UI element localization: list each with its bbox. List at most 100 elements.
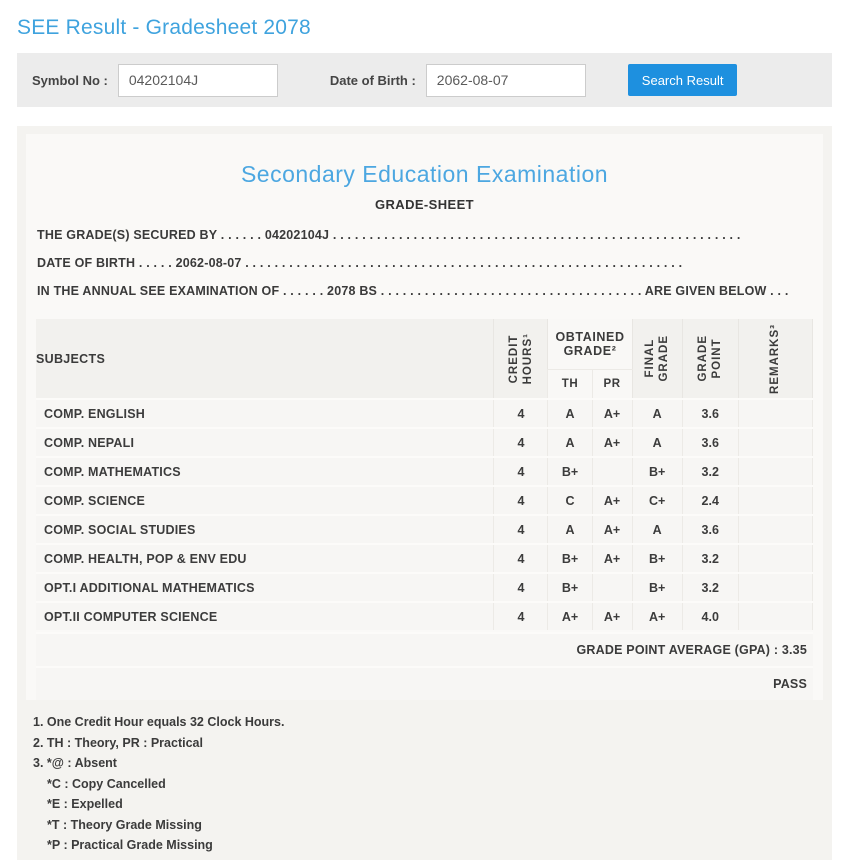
cell-th: A bbox=[547, 427, 593, 457]
table-row: COMP. HEALTH, POP & ENV EDU 4 B+ A+ B+ 3… bbox=[36, 543, 814, 573]
table-row: COMP. MATHEMATICS 4 B+ B+ 3.2 bbox=[36, 456, 814, 486]
cell-pr: A+ bbox=[591, 485, 633, 515]
footnote: 2. TH : Theory, PR : Practical bbox=[33, 735, 203, 750]
cell-subject: COMP. NEPALI bbox=[36, 427, 494, 457]
candidate-info: THE GRADE(S) SECURED BY . . . . . . 0420… bbox=[36, 229, 813, 298]
cell-remarks bbox=[737, 427, 814, 457]
footnote: 3. *@ : Absent bbox=[33, 756, 117, 770]
cell-point: 3.2 bbox=[681, 543, 739, 573]
cell-final: A bbox=[631, 514, 683, 544]
cell-subject: COMP. SOCIAL STUDIES bbox=[36, 514, 494, 544]
cell-pr: A+ bbox=[591, 543, 633, 573]
footnote: *P : Practical Grade Missing bbox=[47, 838, 213, 852]
cell-credit: 4 bbox=[493, 514, 548, 544]
cell-credit: 4 bbox=[493, 456, 548, 486]
cell-credit: 4 bbox=[493, 543, 548, 573]
examination-year-line: IN THE ANNUAL SEE EXAMINATION OF . . . .… bbox=[37, 285, 789, 298]
cell-remarks bbox=[737, 398, 814, 428]
grades-secured-by-line: THE GRADE(S) SECURED BY . . . . . . 0420… bbox=[37, 229, 741, 242]
practical-subheader: PR bbox=[591, 369, 633, 399]
search-panel: Symbol No : Date of Birth : Search Resul… bbox=[17, 53, 832, 107]
cell-final: B+ bbox=[631, 543, 683, 573]
cell-point: 3.6 bbox=[681, 514, 739, 544]
footnote: *E : Expelled bbox=[47, 797, 123, 811]
cell-th: C bbox=[547, 485, 593, 515]
gradesheet-outer: Secondary Education Examination GRADE-SH… bbox=[17, 126, 832, 860]
cell-th: A bbox=[547, 398, 593, 428]
grades-table: SUBJECTS CREDIT HOURS¹ OBTAINED GRADE² F… bbox=[36, 319, 814, 630]
table-row: OPT.II COMPUTER SCIENCE 4 A+ A+ A+ 4.0 bbox=[36, 601, 814, 630]
cell-point: 3.6 bbox=[681, 427, 739, 457]
date-of-birth-input[interactable] bbox=[425, 63, 586, 97]
cell-final: B+ bbox=[631, 456, 683, 486]
cell-pr: A+ bbox=[591, 398, 633, 428]
cell-subject: COMP. ENGLISH bbox=[36, 398, 494, 428]
grades-table-header: SUBJECTS CREDIT HOURS¹ OBTAINED GRADE² F… bbox=[36, 319, 814, 399]
table-row: OPT.I ADDITIONAL MATHEMATICS 4 B+ B+ 3.2 bbox=[36, 572, 814, 602]
cell-remarks bbox=[737, 543, 814, 573]
cell-subject: OPT.II COMPUTER SCIENCE bbox=[36, 601, 494, 630]
cell-final: A bbox=[631, 427, 683, 457]
table-row: COMP. SCIENCE 4 C A+ C+ 2.4 bbox=[36, 485, 814, 515]
grade-sheet-subtitle: GRADE-SHEET bbox=[374, 197, 475, 212]
cell-remarks bbox=[737, 572, 814, 602]
table-row: COMP. NEPALI 4 A A+ A 3.6 bbox=[36, 427, 814, 457]
table-row: COMP. ENGLISH 4 A A+ A 3.6 bbox=[36, 398, 814, 428]
result-summary: GRADE POINT AVERAGE (GPA) : 3.35 PASS bbox=[36, 632, 813, 700]
grades-table-body: COMP. ENGLISH 4 A A+ A 3.6 COMP. NEPALI … bbox=[36, 398, 814, 630]
cell-th: B+ bbox=[547, 456, 593, 486]
cell-point: 3.6 bbox=[681, 398, 739, 428]
cell-subject: OPT.I ADDITIONAL MATHEMATICS bbox=[36, 572, 494, 602]
cell-th: A bbox=[547, 514, 593, 544]
cell-credit: 4 bbox=[493, 572, 548, 602]
cell-remarks bbox=[737, 601, 814, 630]
obtained-grade-header: OBTAINED GRADE² bbox=[547, 319, 633, 370]
cell-credit: 4 bbox=[493, 485, 548, 515]
footnote: *C : Copy Cancelled bbox=[47, 776, 166, 791]
search-result-button[interactable]: Search Result bbox=[627, 64, 738, 96]
footnotes: 1. One Credit Hour equals 32 Clock Hours… bbox=[26, 700, 823, 856]
cell-credit: 4 bbox=[493, 398, 548, 428]
cell-th: B+ bbox=[547, 572, 593, 602]
cell-remarks bbox=[737, 456, 814, 486]
cell-pr: A+ bbox=[591, 601, 633, 630]
cell-pr bbox=[591, 572, 633, 602]
gradesheet-card: Secondary Education Examination GRADE-SH… bbox=[26, 134, 823, 700]
cell-th: B+ bbox=[547, 543, 593, 573]
table-row: COMP. SOCIAL STUDIES 4 A A+ A 3.6 bbox=[36, 514, 814, 544]
cell-remarks bbox=[737, 514, 814, 544]
cell-th: A+ bbox=[547, 601, 593, 630]
date-of-birth-line: DATE OF BIRTH . . . . . 2062-08-07 . . .… bbox=[37, 257, 683, 270]
footnote: 1. One Credit Hour equals 32 Clock Hours… bbox=[33, 715, 285, 729]
cell-final: C+ bbox=[631, 485, 683, 515]
pass-status: PASS bbox=[36, 666, 813, 700]
exam-title: Secondary Education Examination bbox=[240, 161, 609, 187]
cell-point: 4.0 bbox=[681, 601, 739, 630]
cell-point: 2.4 bbox=[681, 485, 739, 515]
cell-subject: COMP. HEALTH, POP & ENV EDU bbox=[36, 543, 494, 573]
cell-remarks bbox=[737, 485, 814, 515]
cell-final: A bbox=[631, 398, 683, 428]
cell-final: A+ bbox=[631, 601, 683, 630]
cell-subject: COMP. SCIENCE bbox=[36, 485, 494, 515]
credit-hours-header: CREDIT HOURS¹ bbox=[493, 319, 548, 399]
page-title: SEE Result - Gradesheet 2078 bbox=[17, 16, 311, 39]
cell-credit: 4 bbox=[493, 427, 548, 457]
cell-pr: A+ bbox=[591, 427, 633, 457]
theory-subheader: TH bbox=[547, 369, 593, 399]
cell-point: 3.2 bbox=[681, 572, 739, 602]
symbol-no-input[interactable] bbox=[117, 63, 278, 97]
subjects-header: SUBJECTS bbox=[36, 319, 494, 399]
final-grade-header: FINAL GRADE bbox=[631, 319, 683, 399]
cell-pr: A+ bbox=[591, 514, 633, 544]
cell-final: B+ bbox=[631, 572, 683, 602]
cell-point: 3.2 bbox=[681, 456, 739, 486]
gpa-line: GRADE POINT AVERAGE (GPA) : 3.35 bbox=[36, 632, 813, 666]
cell-credit: 4 bbox=[493, 601, 548, 630]
footnote: *T : Theory Grade Missing bbox=[47, 817, 202, 832]
page-container: SEE Result - Gradesheet 2078 Symbol No :… bbox=[0, 16, 849, 860]
remarks-header: REMARKS³ bbox=[737, 319, 814, 399]
grade-point-header: GRADE POINT bbox=[681, 319, 739, 399]
cell-pr bbox=[591, 456, 633, 486]
date-of-birth-label: Date of Birth : bbox=[329, 72, 416, 88]
